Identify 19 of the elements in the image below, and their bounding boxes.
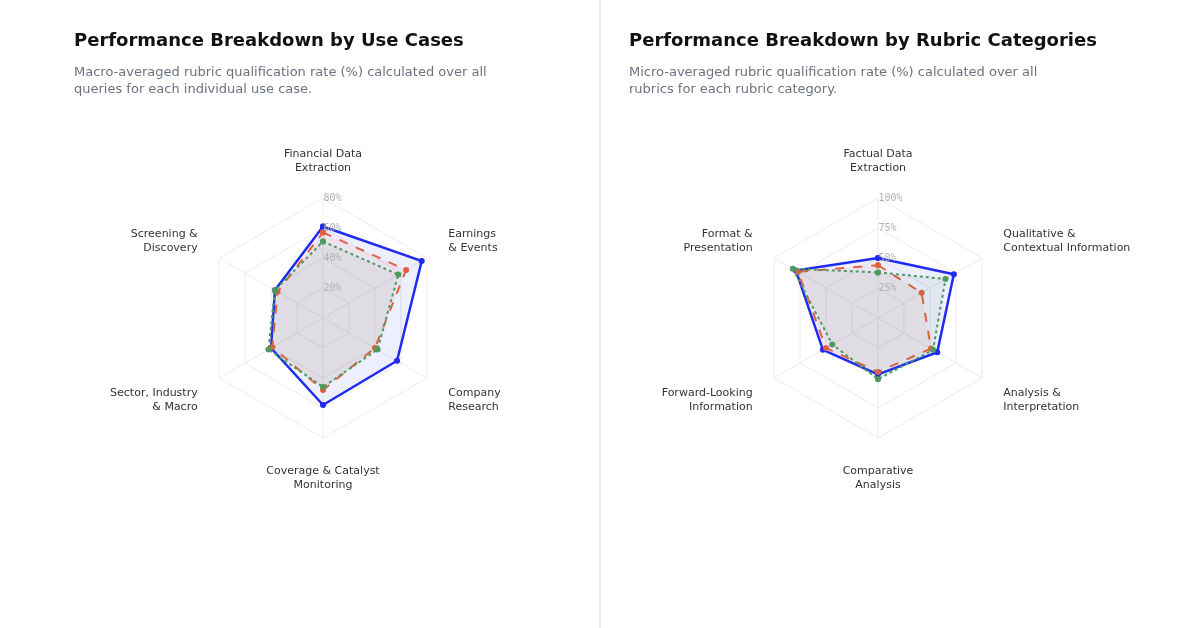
spoke-label: Qualitative & Contextual Information	[1003, 227, 1131, 255]
y-tick-label: 80%	[323, 192, 342, 204]
spoke-label: Forward-Looking Information	[661, 385, 753, 413]
spoke-label: Screening & Discovery	[130, 227, 199, 255]
chart-title: Performance Breakdown by Use Cases	[74, 29, 464, 50]
y-tick-label: 100%	[878, 192, 903, 204]
spoke-label: Analysis & Interpretation	[1003, 385, 1080, 413]
spoke-label: Coverage & Catalyst Monitoring	[266, 463, 381, 491]
chart-title: Performance Breakdown by Rubric Categories	[629, 29, 1097, 50]
y-tick-label: 75%	[878, 222, 897, 234]
spoke-label: Factual Data Extraction	[843, 146, 913, 175]
chart-subtitle: Micro-averaged rubric qualification rate (%) calculated over all rubrics for each rubric category.	[629, 64, 1038, 96]
spoke-label: Company Research	[448, 385, 502, 413]
spoke-label: Earnings & Events	[448, 227, 498, 255]
spoke-label: Sector, Industry & Macro	[110, 385, 199, 413]
spoke-label: Comparative Analysis	[842, 463, 914, 491]
spoke-label: Format & Presentation	[683, 227, 754, 255]
spoke-label: Financial Data Extraction	[284, 146, 362, 175]
chart-subtitle: Macro-averaged rubric qualification rate (%) calculated over all queries for each individual use case.	[74, 64, 487, 96]
